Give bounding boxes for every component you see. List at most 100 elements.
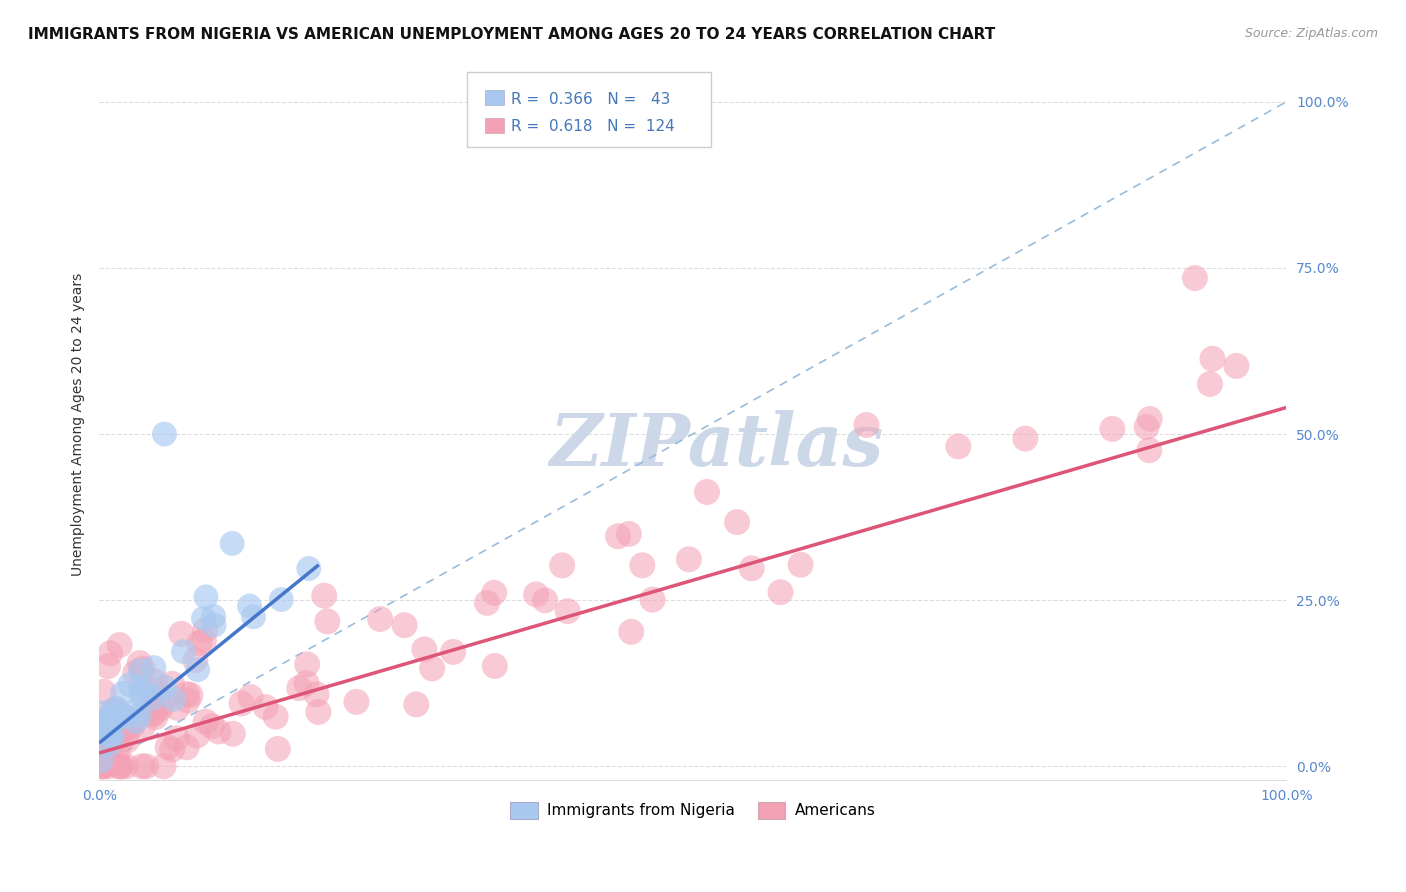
Point xyxy=(93,751,115,765)
Point xyxy=(132,719,155,733)
Point xyxy=(741,561,763,575)
Point xyxy=(238,599,260,613)
Point xyxy=(394,618,416,632)
Point xyxy=(90,756,112,770)
Point xyxy=(129,708,152,723)
Point xyxy=(98,736,121,750)
FancyBboxPatch shape xyxy=(485,90,503,105)
Point xyxy=(142,660,165,674)
Point xyxy=(114,729,136,743)
Point xyxy=(316,615,339,629)
Point xyxy=(202,609,225,624)
Point xyxy=(91,726,114,740)
Point xyxy=(115,733,138,747)
Legend: Immigrants from Nigeria, Americans: Immigrants from Nigeria, Americans xyxy=(505,796,882,825)
Point xyxy=(96,713,118,727)
Point xyxy=(295,657,318,672)
Point xyxy=(142,700,165,714)
Point xyxy=(93,714,115,729)
Point xyxy=(288,681,311,695)
Point xyxy=(524,587,547,601)
Point xyxy=(298,561,321,575)
Point xyxy=(551,558,574,573)
Point xyxy=(98,727,121,741)
Point xyxy=(153,427,176,442)
Point xyxy=(631,558,654,573)
Point xyxy=(90,719,112,733)
Point xyxy=(413,642,436,657)
Point xyxy=(89,748,111,763)
Point xyxy=(121,719,143,733)
Point xyxy=(254,700,277,714)
Point xyxy=(93,723,115,737)
Point xyxy=(104,712,127,726)
Point xyxy=(534,593,557,607)
Point xyxy=(135,759,157,773)
Point xyxy=(105,711,128,725)
Point xyxy=(484,659,506,673)
Point xyxy=(101,730,124,744)
Point xyxy=(103,731,125,746)
Point xyxy=(153,680,176,694)
Point xyxy=(125,704,148,718)
Point xyxy=(160,742,183,756)
Text: R =  0.366   N =   43: R = 0.366 N = 43 xyxy=(512,92,671,107)
Point xyxy=(202,618,225,632)
Point xyxy=(142,706,165,720)
Point xyxy=(368,612,391,626)
Point xyxy=(98,733,121,747)
Point xyxy=(104,701,127,715)
Point xyxy=(617,527,640,541)
Point xyxy=(1139,412,1161,426)
Point xyxy=(201,719,224,733)
Point xyxy=(135,691,157,706)
Point xyxy=(98,713,121,727)
Point xyxy=(152,695,174,709)
Point xyxy=(143,710,166,724)
Point xyxy=(93,714,115,728)
Point xyxy=(179,688,201,702)
Point xyxy=(101,708,124,723)
Point xyxy=(110,759,132,773)
Point xyxy=(557,604,579,618)
Point xyxy=(172,645,194,659)
Point xyxy=(221,536,243,550)
Point xyxy=(152,759,174,773)
Point xyxy=(193,611,215,625)
Point xyxy=(1014,432,1036,446)
Point xyxy=(101,704,124,718)
Point xyxy=(1101,422,1123,436)
Point xyxy=(97,738,120,752)
Point xyxy=(93,685,115,699)
Point xyxy=(108,727,131,741)
Point xyxy=(100,743,122,757)
Point xyxy=(105,703,128,717)
Point xyxy=(90,706,112,720)
Point xyxy=(607,529,630,543)
Point xyxy=(107,745,129,759)
Point xyxy=(948,439,970,453)
Point xyxy=(207,724,229,739)
FancyBboxPatch shape xyxy=(467,72,710,147)
Point xyxy=(195,590,218,604)
Point xyxy=(166,731,188,746)
Point xyxy=(110,759,132,773)
Point xyxy=(1225,359,1247,373)
Point xyxy=(91,759,114,773)
Point xyxy=(111,720,134,734)
Point xyxy=(239,690,262,704)
Point xyxy=(160,677,183,691)
Point xyxy=(149,701,172,715)
Point xyxy=(176,687,198,701)
Point xyxy=(346,695,368,709)
Point xyxy=(186,729,208,743)
Point xyxy=(90,754,112,768)
Point xyxy=(242,609,264,624)
Point xyxy=(1184,271,1206,285)
Y-axis label: Unemployment Among Ages 20 to 24 years: Unemployment Among Ages 20 to 24 years xyxy=(72,272,86,575)
Point xyxy=(184,653,207,667)
Point xyxy=(111,686,134,700)
Point xyxy=(131,759,153,773)
Point xyxy=(769,585,792,599)
Point xyxy=(100,714,122,729)
